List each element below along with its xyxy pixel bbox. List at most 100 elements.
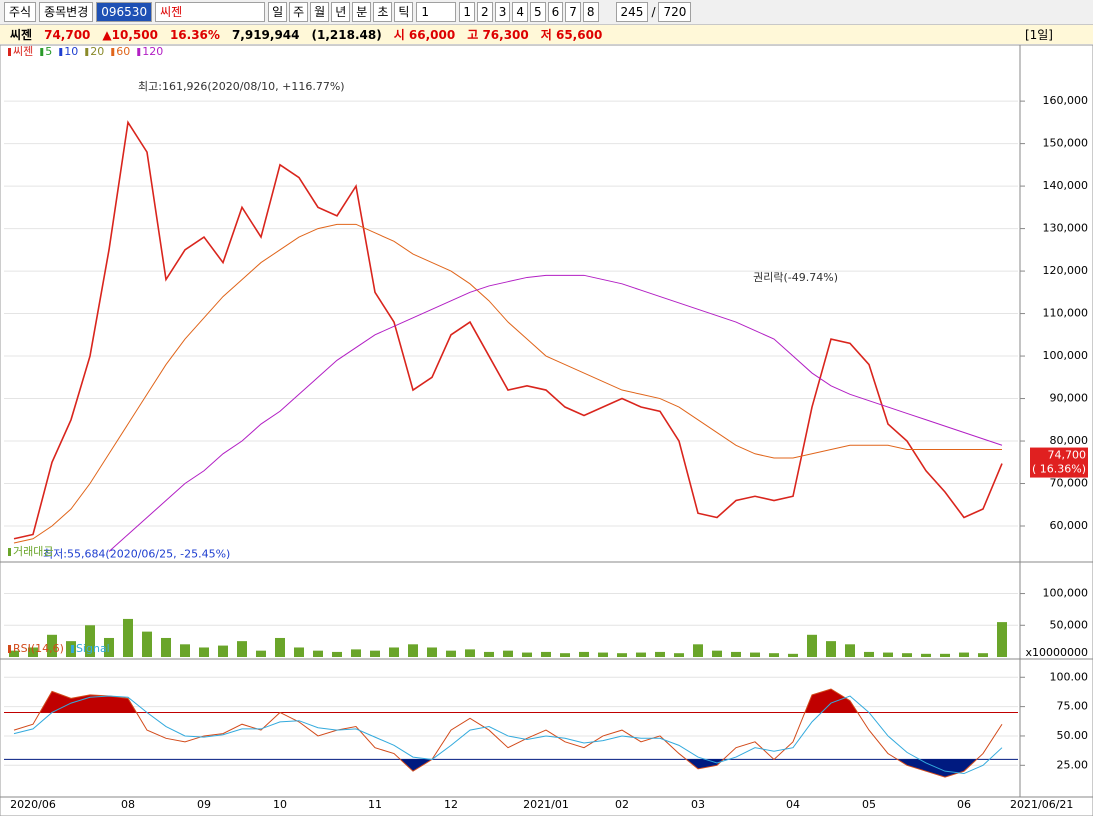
x-tick-label: 02 [615, 798, 629, 811]
y-tick-label: 110,000 [1043, 307, 1089, 320]
bar [123, 618, 133, 657]
bar [522, 652, 532, 657]
y-tick-label: 100,000 [1043, 349, 1089, 362]
y-tick-label: 150,000 [1043, 137, 1089, 150]
info-bar: 씨젠 74,700 ▲10,500 16.36% 7,919,944 (1,21… [0, 25, 1093, 45]
bar [465, 649, 475, 657]
bar [997, 622, 1007, 657]
x-tick-label: 05 [862, 798, 876, 811]
bar [807, 634, 817, 657]
bar [161, 637, 171, 657]
page-button[interactable]: 1 [459, 2, 476, 22]
total-input[interactable]: 720 [658, 2, 692, 22]
bar [313, 650, 323, 657]
stock-name: 씨젠 [155, 2, 266, 22]
bar [85, 625, 95, 657]
period-button[interactable]: 주 [289, 2, 309, 22]
x-tick-label: 11 [368, 798, 382, 811]
bar [427, 647, 437, 657]
legend-swatch [8, 48, 11, 56]
bar [560, 653, 570, 657]
bar [218, 645, 228, 657]
chart: 60,000 70,000 80,000 90,000 100,000 110,000 12… [0, 45, 1093, 816]
legend-swatch [40, 48, 44, 56]
legend-swatch [8, 645, 11, 653]
last-price-label: 74,700 [1048, 449, 1087, 462]
y-tick-label: 25.00 [1057, 758, 1089, 771]
bar [104, 637, 114, 657]
annotation: 최저:55,684(2020/06/25, -25.45%) [43, 547, 230, 560]
bar [902, 653, 912, 657]
info-amount: (1,218.48) [311, 27, 382, 42]
bar [788, 653, 798, 657]
bar [199, 647, 209, 657]
y-tick-label: 50.00 [1057, 729, 1089, 742]
info-name: 씨젠 [10, 28, 33, 42]
change-select[interactable]: 종목변경 [39, 2, 94, 22]
legend-swatch [59, 48, 63, 56]
bar [503, 650, 513, 657]
bar [864, 651, 874, 657]
y-tick-label: 120,000 [1043, 264, 1089, 277]
market-select[interactable]: 주식 [4, 2, 37, 22]
bar [484, 651, 494, 657]
page-button[interactable]: 3 [494, 2, 511, 22]
info-high: 고 76,300 [467, 28, 529, 42]
info-rate: 16.36% [169, 27, 220, 42]
info-volume: 7,919,944 [231, 27, 300, 42]
page-button[interactable]: 7 [565, 2, 581, 22]
period-button[interactable]: 월 [310, 2, 330, 22]
bar [655, 651, 665, 657]
page-button[interactable]: 4 [512, 2, 528, 22]
bar [940, 653, 950, 657]
legend-swatch [137, 48, 141, 56]
legend-label: 120 [142, 45, 163, 58]
code-input[interactable]: 096530 [96, 2, 153, 22]
legend-label: 60 [116, 45, 130, 58]
period-button[interactable]: 년 [331, 2, 351, 22]
bar [883, 652, 893, 657]
legend-label: RSI(14,6) [13, 642, 64, 655]
legend-swatch [85, 48, 89, 56]
bar [579, 651, 589, 657]
y-tick-label: 90,000 [1050, 392, 1089, 405]
bar [959, 652, 969, 657]
legend-label: 10 [64, 45, 78, 58]
bar [28, 647, 38, 657]
period-button[interactable]: 분 [352, 2, 372, 22]
y-tick-label: 100,000 [1043, 587, 1089, 600]
bar [598, 652, 608, 657]
bar [275, 637, 285, 657]
legend-label: 거래대금 [13, 545, 53, 558]
info-price: 74,700 [44, 27, 91, 42]
page-button[interactable]: 5 [529, 2, 546, 22]
page-button[interactable]: 8 [582, 2, 599, 22]
y-tick-label: 70,000 [1050, 477, 1089, 490]
series-line [13, 223, 1002, 544]
period-button[interactable]: 초 [373, 2, 393, 22]
bar [408, 644, 418, 657]
bar [636, 652, 646, 657]
legend-swatch [111, 48, 115, 56]
x-tick-label: 2021/01 [523, 798, 569, 811]
unit-label: x10000000 [1026, 646, 1089, 659]
page-button[interactable]: 6 [547, 2, 564, 22]
bar [693, 644, 703, 657]
separator: / [651, 5, 656, 19]
bar [446, 650, 456, 657]
annotation: 최고:161,926(2020/08/10, +116.77%) [138, 80, 345, 93]
unit-select[interactable]: 1 [416, 2, 457, 22]
period-button[interactable]: 일 [268, 2, 288, 22]
y-tick-label: 100.00 [1050, 670, 1089, 683]
page-button[interactable]: 2 [477, 2, 493, 22]
count-input[interactable]: 245 [615, 2, 649, 22]
bar [712, 650, 722, 657]
x-tick-label: 04 [786, 798, 800, 811]
info-change: ▲10,500 [102, 27, 158, 42]
period-button[interactable]: 틱 [394, 2, 414, 22]
bar [351, 649, 361, 657]
